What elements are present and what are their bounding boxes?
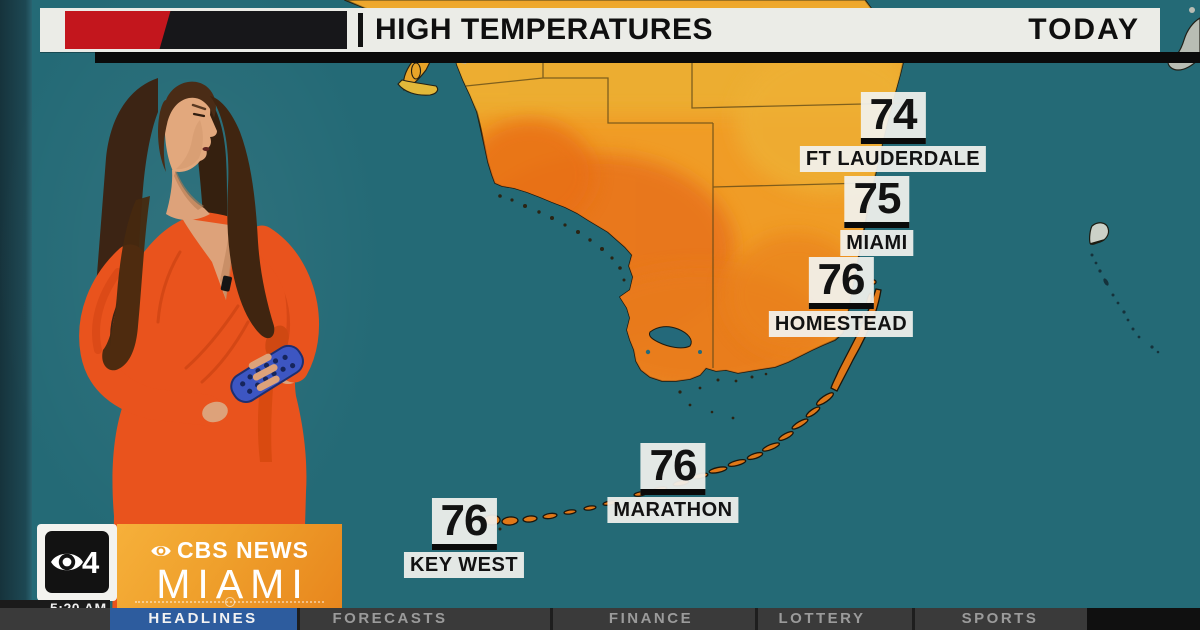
ticker-tab-forecasts[interactable]: FORECASTS — [332, 610, 448, 627]
temp-city: MIAMI — [840, 229, 914, 256]
ticker-right-cap — [1087, 608, 1200, 630]
banner-timeframe: TODAY — [1028, 13, 1140, 46]
cbs4-logo-box: 4 — [37, 524, 117, 601]
ticker-tab-headlines[interactable]: HEADLINES — [148, 610, 258, 627]
temp-label-marathon: 76 MARATHON — [607, 443, 739, 523]
temp-label-miami: 75 MIAMI — [840, 176, 914, 256]
temp-value: 75 — [844, 176, 910, 228]
logo-ring-decoration — [224, 597, 235, 607]
ticker-divider — [297, 608, 300, 630]
ticker-divider — [550, 608, 553, 630]
coastal-islets — [498, 194, 768, 420]
ticker-tab-finance[interactable]: FINANCE — [608, 610, 694, 627]
ticker-divider — [755, 608, 758, 630]
lapel-mic-icon — [220, 275, 232, 292]
banner-shadow — [95, 52, 1200, 63]
ticker-tab-sports[interactable]: SPORTS — [961, 610, 1039, 627]
temp-value: 74 — [860, 92, 926, 144]
ticker-active-tab-bg — [110, 608, 297, 630]
temp-label-homestead: 76 HOMESTEAD — [768, 257, 914, 337]
top-banner: NEXT WEATHER HIGH TEMPERATURES TODAY — [40, 8, 1160, 52]
temp-city: MARATHON — [607, 496, 739, 523]
channel-number: 4 — [82, 545, 100, 580]
temp-city: FT LAUDERDALE — [799, 145, 987, 172]
cbs-news-miami-bug: CBS NEWS MIAMI — [117, 524, 342, 608]
temp-label-key-west: 76 KEY WEST — [403, 498, 525, 578]
temp-value: 76 — [431, 498, 497, 550]
next-weather-logo: NEXT WEATHER — [65, 11, 347, 49]
cbs-eye-icon: 4 — [51, 545, 100, 580]
ticker-tab-lottery[interactable]: LOTTERY — [778, 610, 866, 627]
banner-title: HIGH TEMPERATURES — [375, 13, 713, 46]
temp-label-ft-lauderdale: 74 FT LAUDERDALE — [799, 92, 987, 172]
temp-city: KEY WEST — [403, 551, 525, 578]
network-name-row: CBS NEWS — [117, 537, 342, 564]
temp-value: 76 — [640, 443, 706, 495]
county-boundaries — [465, 52, 906, 368]
cbs4-logo: 4 — [45, 531, 109, 593]
ticker-divider — [912, 608, 915, 630]
network-name: CBS NEWS — [177, 537, 309, 563]
temp-value: 76 — [808, 257, 874, 309]
banner-divider — [358, 13, 363, 47]
cbs-eye-icon — [151, 545, 171, 556]
studio-left-edge — [0, 0, 32, 630]
temp-city: HOMESTEAD — [768, 310, 914, 337]
ticker-bar: HEADLINES FORECASTS FINANCE LOTTERY SPOR… — [0, 608, 1200, 630]
